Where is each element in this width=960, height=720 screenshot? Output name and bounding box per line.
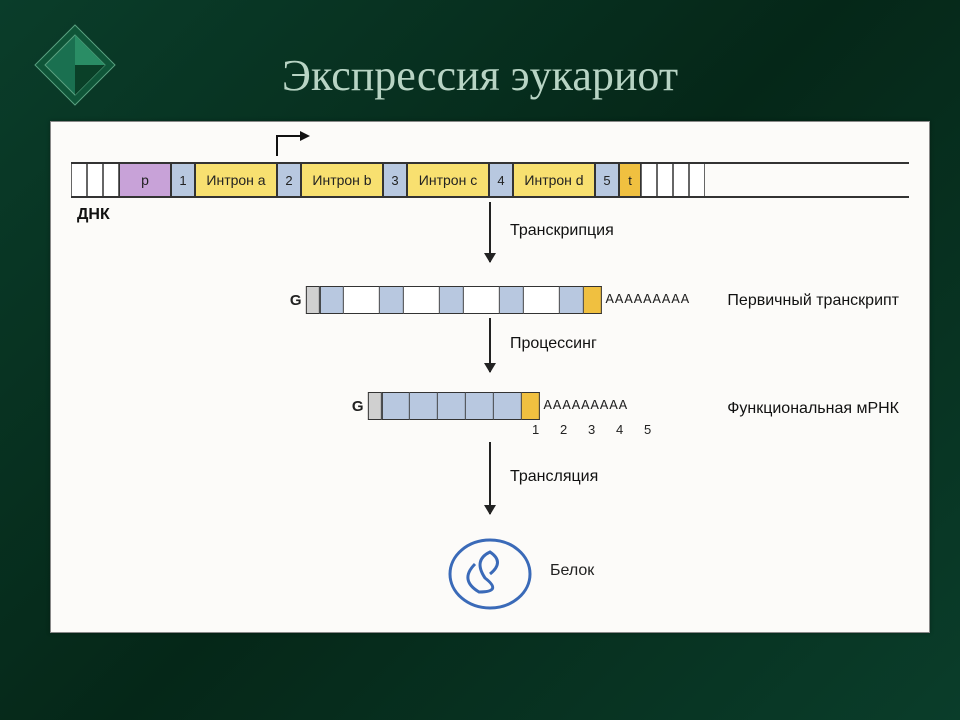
mrna-label: Функциональная мРНК [727, 400, 899, 418]
protein-label: Белок [550, 562, 594, 580]
process-arrow [489, 202, 491, 262]
dna-label: ДНК [77, 206, 110, 224]
functional-mrna: GAAAAAAAAA [352, 392, 628, 420]
exon-number: 4 [616, 422, 623, 437]
slide-title: Экспрессия эукариот [0, 0, 960, 121]
step-label-translation: Трансляция [510, 468, 598, 486]
exon-number: 1 [532, 422, 539, 437]
step-label-transcription: Транскрипция [510, 222, 614, 240]
tss-arrow-icon [272, 130, 312, 160]
diagram-panel: p1Интрон a2Интрон b3Интрон c4Интрон d5t Д… [50, 121, 930, 633]
process-arrow [489, 318, 491, 372]
exon-number: 2 [560, 422, 567, 437]
exon-number: 5 [644, 422, 651, 437]
primary-transcript: GAAAAAAAAA [290, 286, 690, 314]
primary-transcript-label: Первичный транскрипт [727, 292, 899, 310]
process-arrow [489, 442, 491, 514]
exon-number: 3 [588, 422, 595, 437]
slide-bullet-icon [30, 20, 120, 110]
dna-track: p1Интрон a2Интрон b3Интрон c4Интрон d5t [71, 162, 909, 198]
protein-icon [445, 534, 535, 614]
step-label-processing: Процессинг [510, 335, 597, 353]
